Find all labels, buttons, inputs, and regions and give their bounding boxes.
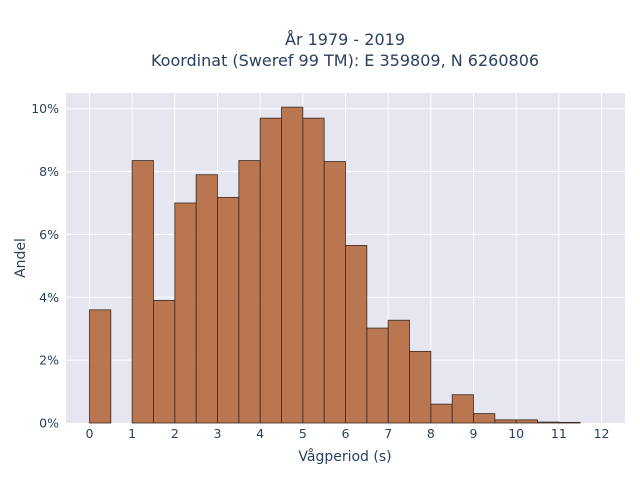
- bars: [89, 106, 581, 424]
- y-tick-label: 4%: [39, 290, 59, 305]
- histogram-bar: [451, 394, 474, 424]
- y-tick-label: 0%: [39, 416, 59, 431]
- histogram-bar: [153, 300, 176, 424]
- x-tick-label: 6: [342, 426, 350, 441]
- histogram-bar: [259, 117, 282, 424]
- histogram-bar: [409, 350, 432, 424]
- x-axis-label: Vågperiod (s): [298, 448, 391, 465]
- histogram-bar: [494, 419, 517, 424]
- histogram-bar: [323, 161, 346, 424]
- histogram-bar: [515, 419, 538, 424]
- x-tick-label: 9: [470, 426, 478, 441]
- histogram-bar: [537, 421, 560, 424]
- y-tick-label: 10%: [31, 101, 59, 116]
- x-tick-label: 10: [508, 426, 524, 441]
- x-tick-label: 3: [214, 426, 222, 441]
- x-tick-label: 1: [128, 426, 136, 441]
- chart-title-line-1: År 1979 - 2019: [285, 30, 405, 49]
- y-tick-label: 8%: [39, 164, 59, 179]
- x-axis-ticks: 0 1 2 3 4 5 6 7 8 9 10 11 12: [85, 426, 609, 441]
- x-tick-label: 8: [427, 426, 435, 441]
- y-axis-ticks: 0% 2% 4% 6% 8% 10%: [31, 101, 59, 430]
- chart-title-line-2: Koordinat (Sweref 99 TM): E 359809, N 62…: [151, 51, 539, 70]
- x-tick-label: 5: [299, 426, 307, 441]
- histogram-bar: [473, 413, 496, 424]
- histogram-bar: [89, 309, 112, 424]
- histogram-bar: [387, 319, 410, 424]
- x-tick-label: 0: [85, 426, 93, 441]
- x-tick-label: 11: [551, 426, 567, 441]
- y-tick-label: 6%: [39, 227, 59, 242]
- histogram-bar: [195, 174, 218, 424]
- histogram-bar: [345, 245, 368, 424]
- histogram-bar: [366, 327, 389, 424]
- histogram-bar: [131, 160, 154, 424]
- histogram-bar: [430, 403, 453, 424]
- histogram-bar: [302, 117, 325, 424]
- x-tick-label: 12: [594, 426, 610, 441]
- y-axis-label: Andel: [13, 238, 29, 278]
- y-tick-label: 2%: [39, 353, 59, 368]
- histogram-bar: [558, 421, 581, 424]
- x-tick-label: 2: [171, 426, 179, 441]
- histogram-bar: [238, 160, 261, 424]
- histogram-bar: [174, 202, 197, 424]
- x-tick-label: 4: [256, 426, 264, 441]
- x-tick-label: 7: [384, 426, 392, 441]
- histogram-bar: [281, 106, 304, 424]
- histogram-bar: [217, 196, 240, 424]
